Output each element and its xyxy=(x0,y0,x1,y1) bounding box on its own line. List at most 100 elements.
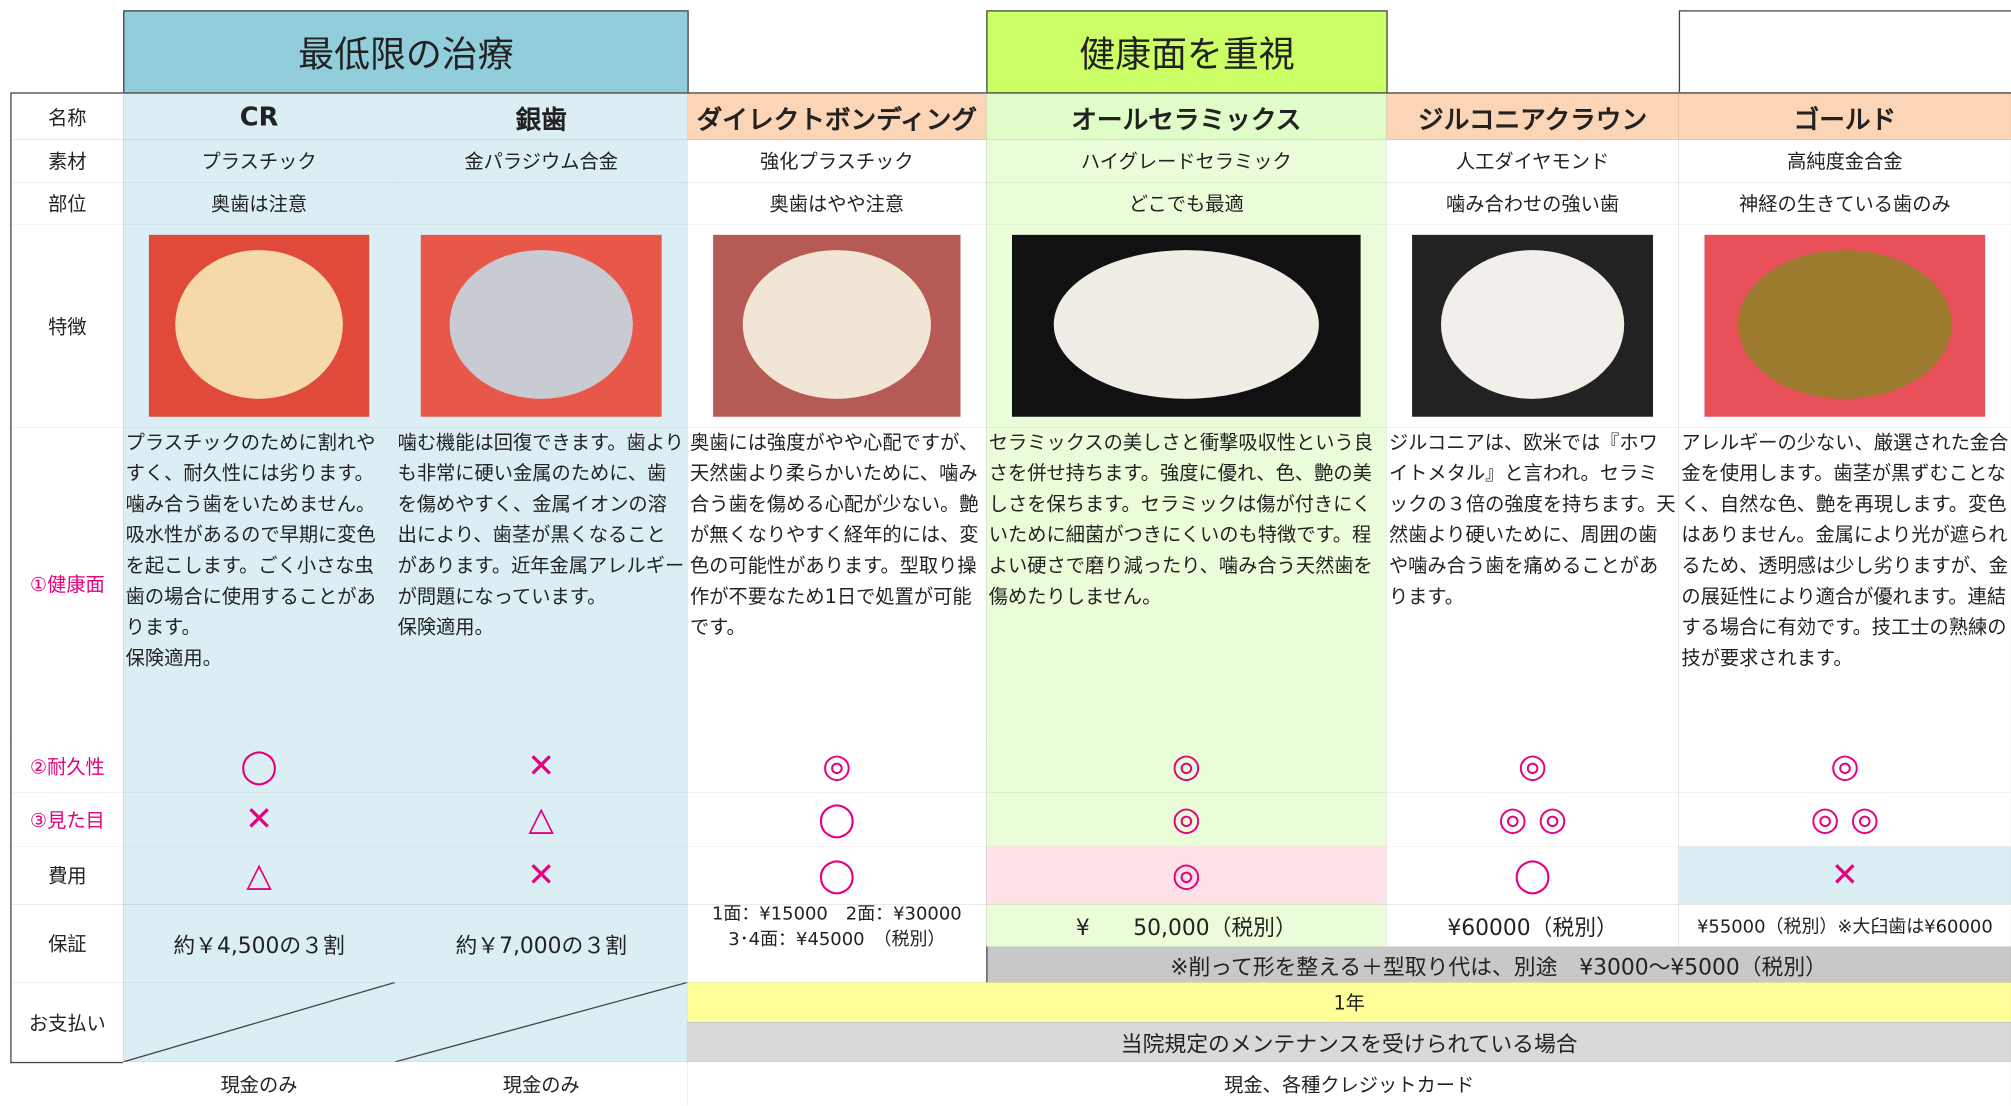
rating: ◎ xyxy=(986,740,1388,794)
row-label: 名称 xyxy=(10,92,125,142)
feature-text: セラミックスの美しさと衝撃吸収性という良さを併せ持ちます。強度に優れ、色、艶の美… xyxy=(988,430,1373,608)
rating: △ xyxy=(123,846,397,906)
payment-common: 現金、各種クレジットカード xyxy=(687,1061,2011,1106)
header-group: 健康面を重視 xyxy=(986,10,1388,94)
column-name: ジルコニアクラウン xyxy=(1386,92,1681,142)
photo xyxy=(420,234,662,417)
cost-filler xyxy=(687,946,988,984)
row-label: 部位 xyxy=(10,182,125,226)
rating: ◯ xyxy=(1386,846,1681,906)
rating: ✕ xyxy=(1678,846,2011,906)
row-label: お支払い xyxy=(10,982,125,1064)
row-label: ③見た目 xyxy=(10,792,125,848)
column-name: 銀歯 xyxy=(395,92,689,142)
feature-text: プラスチックのために割れやすく、耐久性には劣ります。噛み合う歯をいためません。吸… xyxy=(125,430,376,639)
feature-text: 保険適用。 xyxy=(125,646,222,670)
header-box xyxy=(1678,10,2011,94)
row-label: 特徴 xyxy=(10,224,125,429)
guarantee-none xyxy=(395,982,689,1064)
rating: △ xyxy=(395,792,689,848)
column-name: ダイレクトボンディング xyxy=(687,92,988,142)
guarantee-none xyxy=(123,982,397,1064)
cost-text: ¥55000（税別）※大臼歯は¥60000 xyxy=(1696,916,1993,937)
rating: ✕ xyxy=(395,846,689,906)
header-group: 最低限の治療 xyxy=(123,10,689,94)
photo xyxy=(713,234,961,417)
guarantee: 1年 xyxy=(687,982,2011,1024)
tooth-image xyxy=(395,224,689,429)
photo xyxy=(1704,234,1986,417)
cost-text: ¥ 50,000（税別） xyxy=(1075,915,1297,942)
slash xyxy=(123,982,395,1062)
column-name: ゴールド xyxy=(1678,92,2011,142)
cost-text: 約￥4,500の３割 xyxy=(173,933,345,960)
rating: ◎ ◎ xyxy=(1386,792,1681,848)
cost-text: 約￥7,000の３割 xyxy=(455,933,627,960)
material: プラスチック xyxy=(123,139,397,184)
tooth-image xyxy=(687,224,988,429)
tooth-image xyxy=(1678,224,2011,429)
part: 奥歯はやや注意 xyxy=(687,182,988,226)
guarantee-condition: 当院規定のメンテナンスを受けられている場合 xyxy=(687,1022,2011,1064)
part xyxy=(395,182,689,226)
cost-note: ※削って形を整える＋型取り代は、別途 ¥3000〜¥5000（税別） xyxy=(986,946,2011,984)
rating: ◎ xyxy=(986,792,1388,848)
feature-text: アレルギーの少ない、厳選された金合金を使用します。歯茎が黒ずむことなく、自然な色… xyxy=(1681,430,2009,670)
material: ハイグレードセラミック xyxy=(986,139,1388,184)
rating: ◯ xyxy=(687,846,988,906)
feature-text: 奥歯には強度がやや心配ですが、天然歯より柔らかいために、噛み合う歯を傷める心配が… xyxy=(689,430,979,639)
payment: 現金のみ xyxy=(123,1061,397,1106)
material: 人工ダイヤモンド xyxy=(1386,139,1681,184)
column-name: CR xyxy=(123,92,397,142)
column-name: オールセラミックス xyxy=(986,92,1388,142)
rating: ◎ ◎ xyxy=(1678,792,2011,848)
row-label: 素材 xyxy=(10,139,125,184)
cost-text: 1面：¥15000 2面：¥30000 xyxy=(711,904,962,925)
rating: ◯ xyxy=(687,792,988,848)
feature: プラスチックのために割れやすく、耐久性には劣ります。噛み合う歯をいためません。吸… xyxy=(123,427,397,742)
feature-text: 噛む機能は回復できます。歯よりも非常に硬い金属のために、歯を傷めやすく、金属イオ… xyxy=(397,430,685,608)
feature: アレルギーの少ない、厳選された金合金を使用します。歯茎が黒ずむことなく、自然な色… xyxy=(1678,427,2011,742)
part: 神経の生きている歯のみ xyxy=(1678,182,2011,226)
material: 高純度金合金 xyxy=(1678,139,2011,184)
rating: ◎ xyxy=(687,740,988,794)
cost: 約￥4,500の３割 xyxy=(123,904,397,984)
feature-text: 保険適用。 xyxy=(397,615,494,639)
rating: ◎ xyxy=(986,846,1388,906)
tooth-image xyxy=(986,224,1388,429)
part: 奥歯は注意 xyxy=(123,182,397,226)
feature: セラミックスの美しさと衝撃吸収性という良さを併せ持ちます。強度に優れ、色、艶の美… xyxy=(986,427,1388,742)
part: 噛み合わせの強い歯 xyxy=(1386,182,1681,226)
part: どこでも最適 xyxy=(986,182,1388,226)
feature: ジルコニアは、欧米では『ホワイトメタル』と言われ。セラミックの３倍の強度を持ちま… xyxy=(1386,427,1681,742)
cost-text: ¥60000（税別） xyxy=(1447,915,1618,942)
row-label: 費用 xyxy=(10,846,125,906)
rating: ◯ xyxy=(123,740,397,794)
cost: ¥60000（税別） xyxy=(1386,904,1681,948)
payment: 現金のみ xyxy=(395,1061,689,1106)
photo xyxy=(1412,234,1654,417)
rating: ◎ xyxy=(1678,740,2011,794)
feature: 噛む機能は回復できます。歯よりも非常に硬い金属のために、歯を傷めやすく、金属イオ… xyxy=(395,427,689,742)
row-label: ①健康面 xyxy=(10,427,125,742)
feature: 奥歯には強度がやや心配ですが、天然歯より柔らかいために、噛み合う歯を傷める心配が… xyxy=(687,427,988,742)
tooth-image xyxy=(123,224,397,429)
row-label: ②耐久性 xyxy=(10,740,125,794)
photo xyxy=(1011,234,1361,417)
rating: ◎ xyxy=(1386,740,1681,794)
cost: ¥ 50,000（税別） xyxy=(986,904,1388,948)
cost: ¥55000（税別）※大臼歯は¥60000 xyxy=(1678,904,2011,948)
rating: ✕ xyxy=(395,740,689,794)
feature-text: ジルコニアは、欧米では『ホワイトメタル』と言われ。セラミックの３倍の強度を持ちま… xyxy=(1388,430,1676,608)
material: 強化プラスチック xyxy=(687,139,988,184)
cost: 約￥7,000の３割 xyxy=(395,904,689,984)
slash xyxy=(395,982,687,1062)
cost: 1面：¥15000 2面：¥30000 3･4面：¥45000 （税別） xyxy=(687,904,988,948)
photo xyxy=(148,234,370,417)
row-label: 保証 xyxy=(10,904,125,984)
tooth-image xyxy=(1386,224,1681,429)
cost-text: 3･4面：¥45000 （税別） xyxy=(728,929,946,948)
material: 金パラジウム合金 xyxy=(395,139,689,184)
